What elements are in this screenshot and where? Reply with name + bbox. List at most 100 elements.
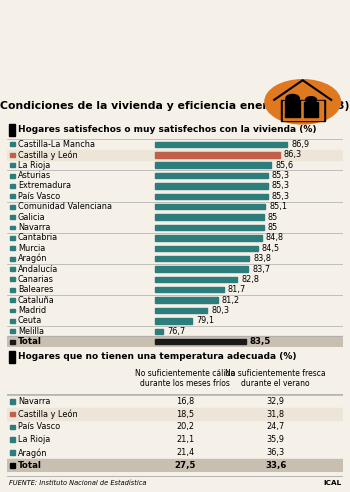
Bar: [10, 463, 15, 468]
Bar: [10, 246, 15, 250]
Bar: [7, 460, 343, 472]
Text: Murcia: Murcia: [18, 244, 45, 253]
Text: Galicia: Galicia: [18, 213, 46, 221]
Text: Comunidad Valenciana: Comunidad Valenciana: [18, 202, 112, 211]
Bar: [285, 100, 300, 117]
Text: 21,4: 21,4: [176, 448, 194, 458]
Text: Extremadura: Extremadura: [18, 182, 71, 190]
Text: Ceuta: Ceuta: [18, 316, 42, 325]
Text: Aragón: Aragón: [18, 254, 47, 263]
Text: Castilla-La Mancha: Castilla-La Mancha: [18, 140, 95, 149]
Bar: [7, 407, 343, 421]
Text: No suficientemente fresca
durante el verano: No suficientemente fresca durante el ver…: [225, 369, 326, 388]
Bar: [10, 194, 15, 198]
Text: 85,1: 85,1: [269, 202, 287, 211]
Text: Condiciones de la vivienda y eficiencia energética (2023): Condiciones de la vivienda y eficiencia …: [0, 100, 350, 111]
Bar: [10, 399, 15, 403]
Text: País Vasco: País Vasco: [18, 192, 60, 201]
Bar: [155, 194, 268, 199]
Bar: [155, 173, 268, 178]
Bar: [282, 101, 323, 120]
Bar: [9, 351, 15, 363]
Text: Total: Total: [18, 461, 42, 470]
Text: 85,3: 85,3: [272, 171, 290, 180]
Bar: [10, 425, 15, 430]
Text: 27,5: 27,5: [174, 461, 196, 470]
Text: Aragón: Aragón: [18, 448, 47, 458]
Text: 83,5: 83,5: [250, 337, 271, 346]
Bar: [155, 287, 224, 292]
Bar: [155, 277, 237, 282]
Text: 76,7: 76,7: [167, 327, 186, 336]
Bar: [155, 235, 261, 241]
Text: Castilla y León: Castilla y León: [18, 409, 77, 419]
Text: 31,8: 31,8: [267, 409, 285, 419]
Bar: [10, 225, 15, 229]
Bar: [155, 318, 192, 324]
Bar: [10, 450, 15, 456]
Circle shape: [306, 96, 316, 103]
Text: 81,7: 81,7: [228, 285, 246, 294]
Text: 85: 85: [268, 213, 278, 221]
Text: 80,3: 80,3: [211, 306, 229, 315]
Text: 79,1: 79,1: [196, 316, 215, 325]
Bar: [10, 277, 15, 281]
Bar: [155, 183, 268, 188]
Text: La Rioja: La Rioja: [18, 435, 50, 444]
Bar: [155, 298, 218, 303]
Bar: [155, 256, 250, 261]
Text: 85: 85: [268, 223, 278, 232]
Bar: [10, 163, 15, 167]
Text: ICAL: ICAL: [323, 480, 341, 486]
Text: 84,5: 84,5: [262, 244, 280, 253]
Bar: [10, 174, 15, 178]
Bar: [304, 102, 318, 117]
Text: Cantabria: Cantabria: [18, 233, 58, 243]
Bar: [155, 266, 248, 272]
Text: Andalucía: Andalucía: [18, 265, 58, 274]
Text: 24,7: 24,7: [267, 423, 285, 431]
Bar: [10, 143, 15, 147]
Text: Melilla: Melilla: [18, 327, 44, 336]
Bar: [10, 339, 15, 343]
Bar: [155, 246, 258, 251]
Bar: [10, 319, 15, 323]
Text: FUENTE: Instituto Nacional de Estadística: FUENTE: Instituto Nacional de Estadístic…: [9, 480, 146, 486]
Text: Cataluña: Cataluña: [18, 296, 55, 305]
Bar: [10, 184, 15, 188]
Text: 20,2: 20,2: [176, 423, 194, 431]
Bar: [155, 339, 246, 344]
Bar: [9, 124, 15, 136]
Bar: [10, 308, 15, 312]
Bar: [155, 308, 207, 313]
Bar: [155, 204, 265, 210]
Bar: [155, 215, 264, 220]
Text: 16,8: 16,8: [176, 397, 194, 405]
Bar: [10, 298, 15, 302]
Bar: [10, 329, 15, 333]
Bar: [281, 100, 324, 121]
Text: Madrid: Madrid: [18, 306, 46, 315]
Text: 36,3: 36,3: [267, 448, 285, 458]
Bar: [10, 236, 15, 240]
Text: 86,3: 86,3: [284, 151, 302, 159]
Text: Baleares: Baleares: [18, 285, 53, 294]
Text: Navarra: Navarra: [18, 223, 50, 232]
Text: 85,6: 85,6: [275, 161, 293, 170]
Text: 81,2: 81,2: [222, 296, 240, 305]
Bar: [10, 257, 15, 261]
Text: La Rioja: La Rioja: [18, 161, 50, 170]
Text: 84,8: 84,8: [266, 233, 284, 243]
Text: Hogares que no tienen una temperatura adecuada (%): Hogares que no tienen una temperatura ad…: [18, 352, 296, 361]
Text: 86,9: 86,9: [291, 140, 309, 149]
Text: 21,1: 21,1: [176, 435, 194, 444]
Bar: [10, 437, 15, 442]
Bar: [155, 225, 264, 230]
Text: 85,3: 85,3: [272, 192, 290, 201]
Circle shape: [286, 94, 299, 102]
Text: Canarias: Canarias: [18, 275, 54, 284]
Bar: [155, 152, 280, 157]
Bar: [155, 162, 271, 168]
Text: 18,5: 18,5: [176, 409, 194, 419]
Bar: [155, 142, 287, 147]
